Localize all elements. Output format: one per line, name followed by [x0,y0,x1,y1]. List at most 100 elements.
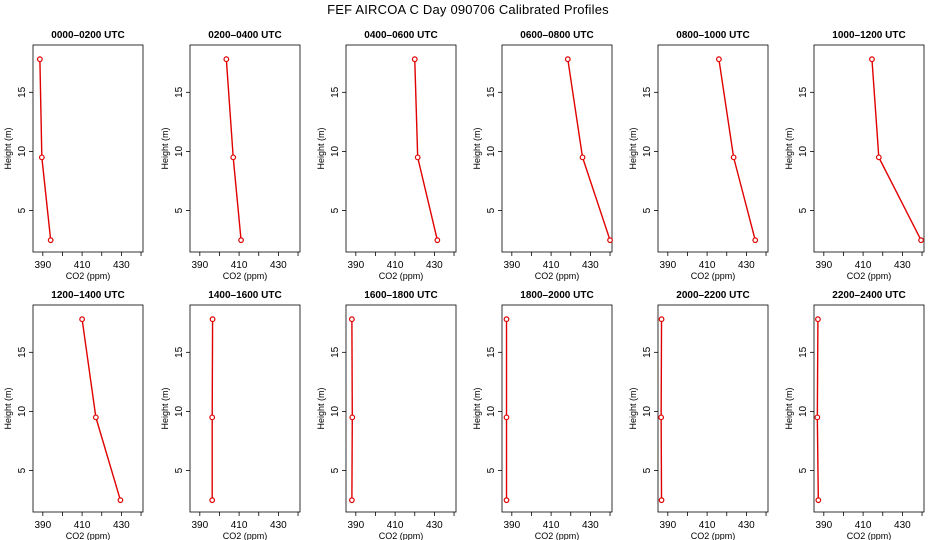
panel-2-x-tick-label: 430 [270,260,287,271]
panel-6-plot-frame [813,44,925,253]
panel-10-data-point [503,497,510,504]
panel-1-plot-frame [32,44,144,253]
panel-3-y-axis-label: Height (m) [316,127,326,169]
panel-12-title: 2200–2400 UTC [832,290,905,301]
panel-3-data-point [411,56,418,63]
panel-10-x-axis-label: CO2 (ppm) [535,531,580,540]
panel-5-y-tick-label: 5 [642,207,653,213]
panel-5-y-tick-label: 15 [642,86,653,98]
panel-9-y-axis-label: Height (m) [316,387,326,429]
panel-12-x-axis-label: CO2 (ppm) [847,531,892,540]
panel-3-data-point [414,154,421,161]
panel-9-y-tick-label: 10 [330,405,341,417]
panel-4-y-tick-label: 5 [486,207,497,213]
figure-title: FEF AIRCOA C Day 090706 Calibrated Profi… [327,2,609,17]
panel-5-profile-segment [732,157,756,241]
panel-3-x-axis-label: CO2 (ppm) [379,271,424,281]
panel-7-profile-segment [81,319,97,418]
panel-9-x-tick-label: 390 [347,520,364,531]
panel-3-profile-segment [414,59,419,158]
panel-6-y-tick-label: 5 [798,207,809,213]
panel-11-data-point [658,497,665,504]
panel-8-x-tick-label: 410 [231,520,248,531]
panel-2-title: 0200–0400 UTC [208,30,281,41]
panel-9-y-tick-label: 5 [330,467,341,473]
panel-3-plot-frame [345,44,457,253]
panel-7-y-tick-label: 5 [17,467,28,473]
panel-9-x-axis-label: CO2 (ppm) [379,531,424,540]
panel-10-y-tick-label: 10 [486,405,497,417]
panel-7-y-axis-label: Height (m) [3,387,13,429]
panel-12-x-tick-label: 430 [894,520,911,531]
panel-4-y-tick-label: 10 [486,145,497,157]
panel-10-x-tick-label: 410 [543,520,560,531]
panel-7-profile-segment [95,417,122,501]
panel-10-plot-frame [501,304,613,513]
panel-9-data-point [348,497,355,504]
panel-5-x-axis-label: CO2 (ppm) [691,271,736,281]
panel-11-x-tick-label: 430 [738,520,755,531]
panel-12-profile-segment [816,319,819,418]
panel-6-y-axis-label: Height (m) [784,127,794,169]
panel-3-x-tick-label: 390 [347,260,364,271]
panel-5-data-point [715,56,722,63]
panel-2-x-axis-label: CO2 (ppm) [223,271,268,281]
panel-12-y-tick-label: 5 [798,467,809,473]
panel-7-x-tick-label: 410 [74,520,91,531]
panel-7-x-tick-label: 390 [34,520,51,531]
panel-11-data-point [658,316,665,323]
panel-4-y-axis-label: Height (m) [472,127,482,169]
panel-7-data-point [92,414,99,421]
panel-3-y-tick-label: 15 [330,86,341,98]
panel-9-data-point [349,414,356,421]
panel-8-data-point [209,316,216,323]
panel-1-x-tick-label: 390 [34,260,51,271]
panel-6-profile-segment [878,157,922,241]
panel-4-data-point [579,154,586,161]
panel-2-data-point [223,56,230,63]
panel-8-y-axis-label: Height (m) [160,387,170,429]
panel-10-y-axis-label: Height (m) [472,387,482,429]
panel-10-x-tick-label: 390 [503,520,520,531]
panel-8-data-point [209,414,216,421]
panel-6-y-tick-label: 15 [798,86,809,98]
panel-1-x-tick-label: 410 [74,260,91,271]
panel-12-profile-segment [816,417,820,501]
panel-1-title: 0000–0200 UTC [51,30,124,41]
panel-9-data-point [348,316,355,323]
panel-4-y-tick-label: 15 [486,86,497,98]
panel-9-x-tick-label: 410 [387,520,404,531]
panel-8-data-point [209,497,216,504]
panel-2-y-tick-label: 10 [174,145,185,157]
panel-2-plot-frame [189,44,301,253]
panel-11-y-tick-label: 15 [642,346,653,358]
panel-8-title: 1400–1600 UTC [208,290,281,301]
panel-8-x-tick-label: 430 [270,520,287,531]
panel-12-data-point [814,414,821,421]
panel-9-y-tick-label: 15 [330,346,341,358]
panel-5-x-tick-label: 390 [659,260,676,271]
panel-4-x-axis-label: CO2 (ppm) [535,271,580,281]
panel-6-x-tick-label: 430 [894,260,911,271]
panel-7-plot-frame [32,304,144,513]
panel-12-data-point [815,316,821,323]
panel-3-title: 0400–0600 UTC [364,30,437,41]
panel-8-x-axis-label: CO2 (ppm) [223,531,268,540]
panel-7-data-point [79,316,86,323]
panel-1-data-point [38,154,45,161]
panel-12-data-point [815,497,822,504]
panel-11-title: 2000–2200 UTC [676,290,749,301]
panel-2-profile-segment [225,59,234,158]
panel-3-data-point [434,237,441,244]
panel-4-profile-segment [567,59,584,158]
panel-9-x-tick-label: 430 [426,520,443,531]
panel-5-x-tick-label: 410 [699,260,716,271]
panel-2-profile-segment [232,157,242,241]
panel-5-profile-segment [718,59,735,158]
panel-11-y-tick-label: 10 [642,405,653,417]
panel-2-x-tick-label: 390 [191,260,208,271]
panel-5-y-tick-label: 10 [642,145,653,157]
panel-4-plot-frame [501,44,613,253]
panel-11-x-tick-label: 390 [659,520,676,531]
